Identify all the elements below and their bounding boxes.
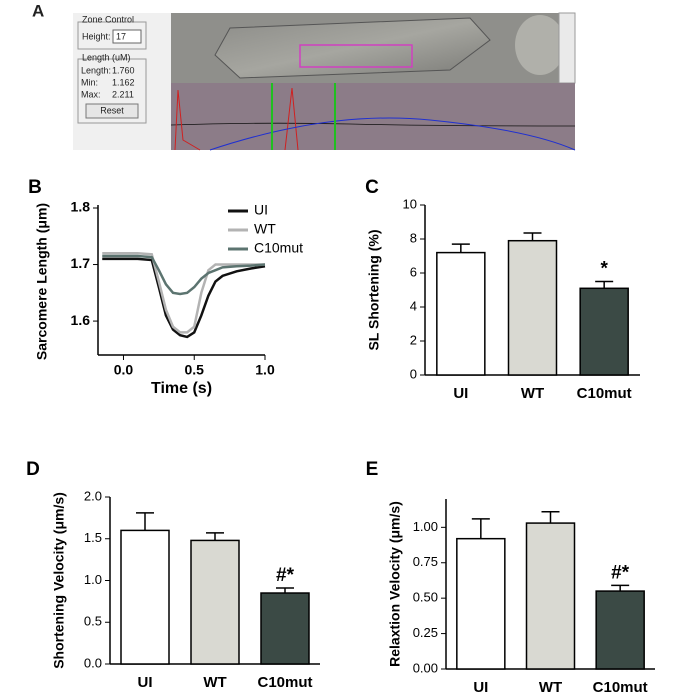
reset-label: Reset [100,105,124,115]
length-title: Length (uM) [82,52,131,62]
length-box [77,58,147,124]
legend-label: UI [254,202,268,218]
x-axis-label: Time (s) [151,380,212,397]
y-tick-label: 0.75 [413,554,438,569]
series-line [102,254,266,296]
height-label: Height: [82,31,111,41]
significance: #* [276,565,295,586]
y-axis-label: Shortening Velocity (μm/s) [51,492,67,669]
min-label: Min: [81,77,98,87]
zone-rectangle [299,44,413,68]
trace-pane [171,83,575,150]
x-tick-label: WT [203,674,226,691]
panel-label: A [32,1,44,20]
series-line [102,257,266,339]
reset-button[interactable] [85,103,139,119]
bar [456,537,506,670]
length-value: 1.760 [112,65,135,75]
y-axis-label: Sarcomere Length (μm) [34,203,50,360]
y-tick-label: 8 [410,230,417,245]
height-select[interactable] [112,29,142,44]
x-tick-label: 1.0 [255,362,275,378]
significance: #* [611,562,630,583]
x-tick-label: WT [539,679,562,694]
y-tick-label: 4 [410,298,417,313]
x-tick-label: 0.5 [185,362,205,378]
y-tick-label: 1.8 [71,199,91,215]
y-tick-label: 1.7 [71,255,91,271]
x-tick-label: UI [473,679,488,694]
x-tick-label: UI [138,674,153,691]
x-tick-label: C10mut [593,679,648,694]
panel-label: B [28,177,42,198]
bar [260,592,310,665]
zone-box [77,21,147,50]
software-screenshot: A Zone Control Height: 17 Length (uM) Le… [32,1,576,151]
length-label: Length: [81,65,111,75]
x-tick-label: WT [521,385,544,402]
y-tick-label: 1.5 [84,530,102,545]
y-tick-label: 2.0 [84,488,102,503]
y-tick-label: 0.50 [413,590,438,605]
neighbour-cell [515,15,565,75]
trace-black [170,122,576,127]
min-value: 1.162 [112,77,135,87]
bar [507,239,558,376]
bar [525,522,576,670]
y-axis-label: SL Shortening (%) [366,229,382,350]
bar [595,590,645,670]
significance: * [600,259,608,280]
panel-label: C [365,177,379,198]
panel-label: E [366,459,379,480]
max-label: Max: [81,89,101,99]
bar [190,539,240,665]
x-tick-label: UI [453,385,468,402]
y-axis-label: Relaxtion Velocity (μm/s) [387,501,403,667]
y-tick-label: 0 [410,366,417,381]
panel-label: D [26,459,40,480]
y-tick-label: 0.5 [84,614,102,629]
x-tick-label: C10mut [257,674,312,691]
bar [436,251,486,376]
legend-label: WT [254,221,276,237]
y-tick-label: 6 [410,264,417,279]
y-tick-label: 1.0 [84,572,102,587]
x-tick-label: C10mut [577,385,632,402]
series-line [102,251,265,334]
y-tick-label: 1.6 [71,312,91,328]
zone-title: Zone Control [82,14,134,24]
y-tick-label: 2 [410,332,417,347]
bar [120,529,170,665]
x-tick-label: 0.0 [114,362,134,378]
y-tick-label: 0.25 [413,625,438,640]
legend-label: C10mut [254,240,303,256]
bar [579,287,629,376]
y-tick-label: 0.00 [413,660,438,675]
y-tick-label: 1.00 [413,519,438,534]
max-value: 2.211 [112,89,134,99]
cell-outline [214,17,491,79]
trace-blue [209,117,576,151]
scrollbar[interactable] [558,12,576,84]
y-tick-label: 10 [403,196,417,211]
height-value: 17 [116,31,126,41]
y-tick-label: 0.0 [84,655,102,670]
